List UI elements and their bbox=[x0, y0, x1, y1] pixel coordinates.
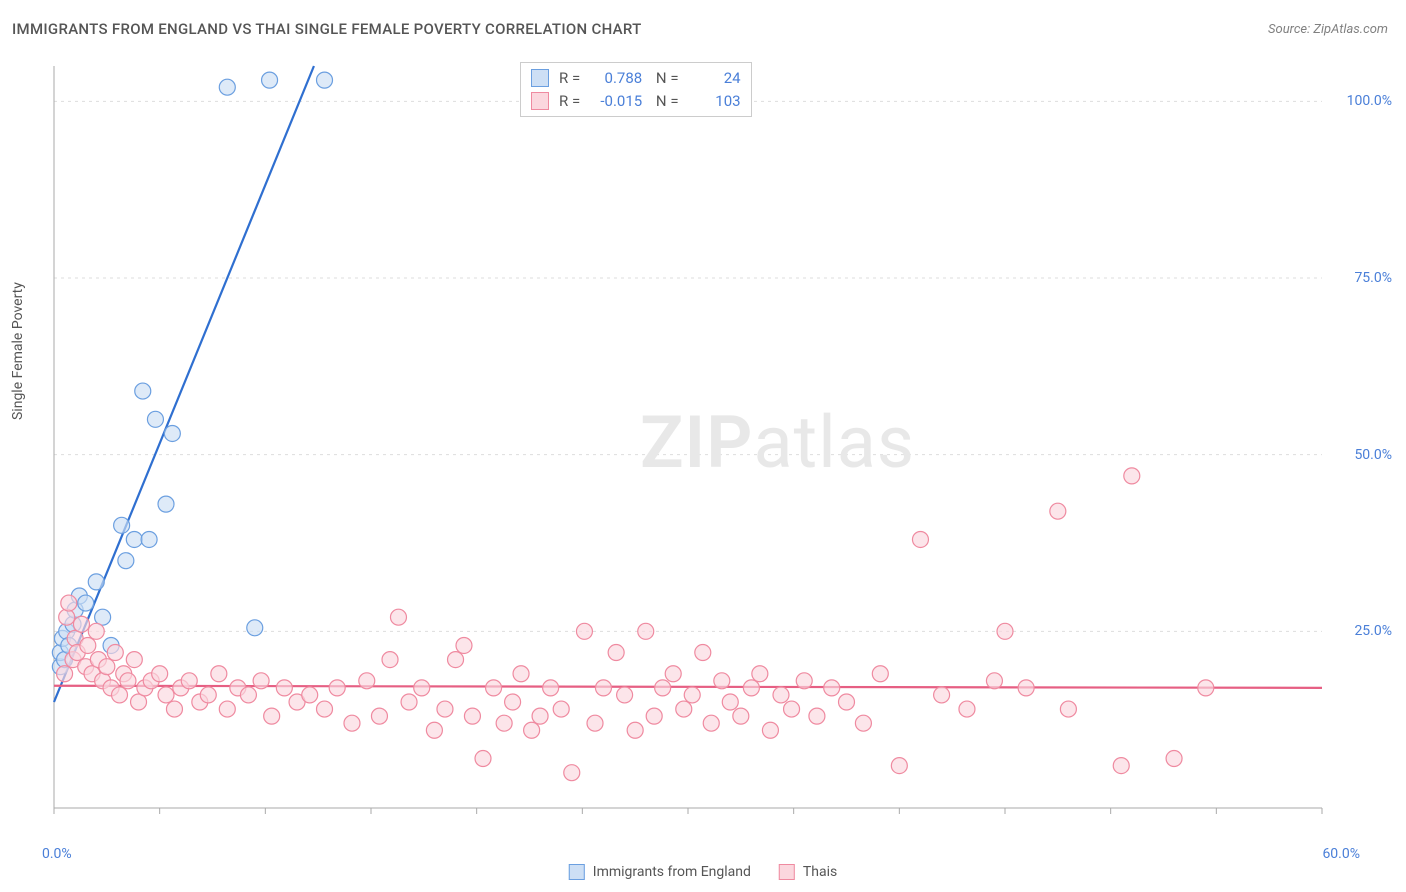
source-attribution: Source: ZipAtlas.com bbox=[1268, 22, 1388, 37]
x-axis-max-label: 60.0% bbox=[1322, 846, 1360, 862]
legend-label-england: Immigrants from England bbox=[593, 864, 751, 880]
stats-swatch-thai bbox=[531, 92, 549, 110]
stats-n-label: N = bbox=[652, 90, 678, 113]
stats-n-value-thai: 103 bbox=[689, 90, 741, 113]
stats-n-value-england: 24 bbox=[689, 67, 741, 90]
stats-row-thai: R = -0.015 N = 103 bbox=[531, 90, 741, 113]
scatter-chart-svg bbox=[48, 60, 1388, 835]
y-tick-label: 50.0% bbox=[1354, 447, 1392, 463]
x-axis-min-label: 0.0% bbox=[42, 846, 72, 862]
y-tick-label: 75.0% bbox=[1354, 270, 1392, 286]
legend-label-thai: Thais bbox=[803, 864, 837, 880]
y-axis-label: Single Female Poverty bbox=[10, 282, 26, 420]
legend-item-england: Immigrants from England bbox=[569, 864, 751, 880]
stats-n-label: N = bbox=[652, 67, 678, 90]
stats-r-value-thai: -0.015 bbox=[590, 90, 642, 113]
legend-item-thai: Thais bbox=[779, 864, 837, 880]
legend-swatch-england bbox=[569, 864, 585, 880]
stats-swatch-england bbox=[531, 69, 549, 87]
stats-r-value-england: 0.788 bbox=[590, 67, 642, 90]
y-tick-label: 100.0% bbox=[1347, 93, 1392, 109]
chart-area bbox=[48, 60, 1388, 835]
stats-r-label: R = bbox=[559, 90, 580, 113]
stats-r-label: R = bbox=[559, 67, 580, 90]
y-tick-label: 25.0% bbox=[1354, 623, 1392, 639]
stats-row-england: R = 0.788 N = 24 bbox=[531, 67, 741, 90]
legend-swatch-thai bbox=[779, 864, 795, 880]
correlation-stats-box: R = 0.788 N = 24 R = -0.015 N = 103 bbox=[520, 62, 752, 117]
chart-title: IMMIGRANTS FROM ENGLAND VS THAI SINGLE F… bbox=[12, 20, 642, 38]
bottom-legend: Immigrants from England Thais bbox=[569, 864, 837, 880]
